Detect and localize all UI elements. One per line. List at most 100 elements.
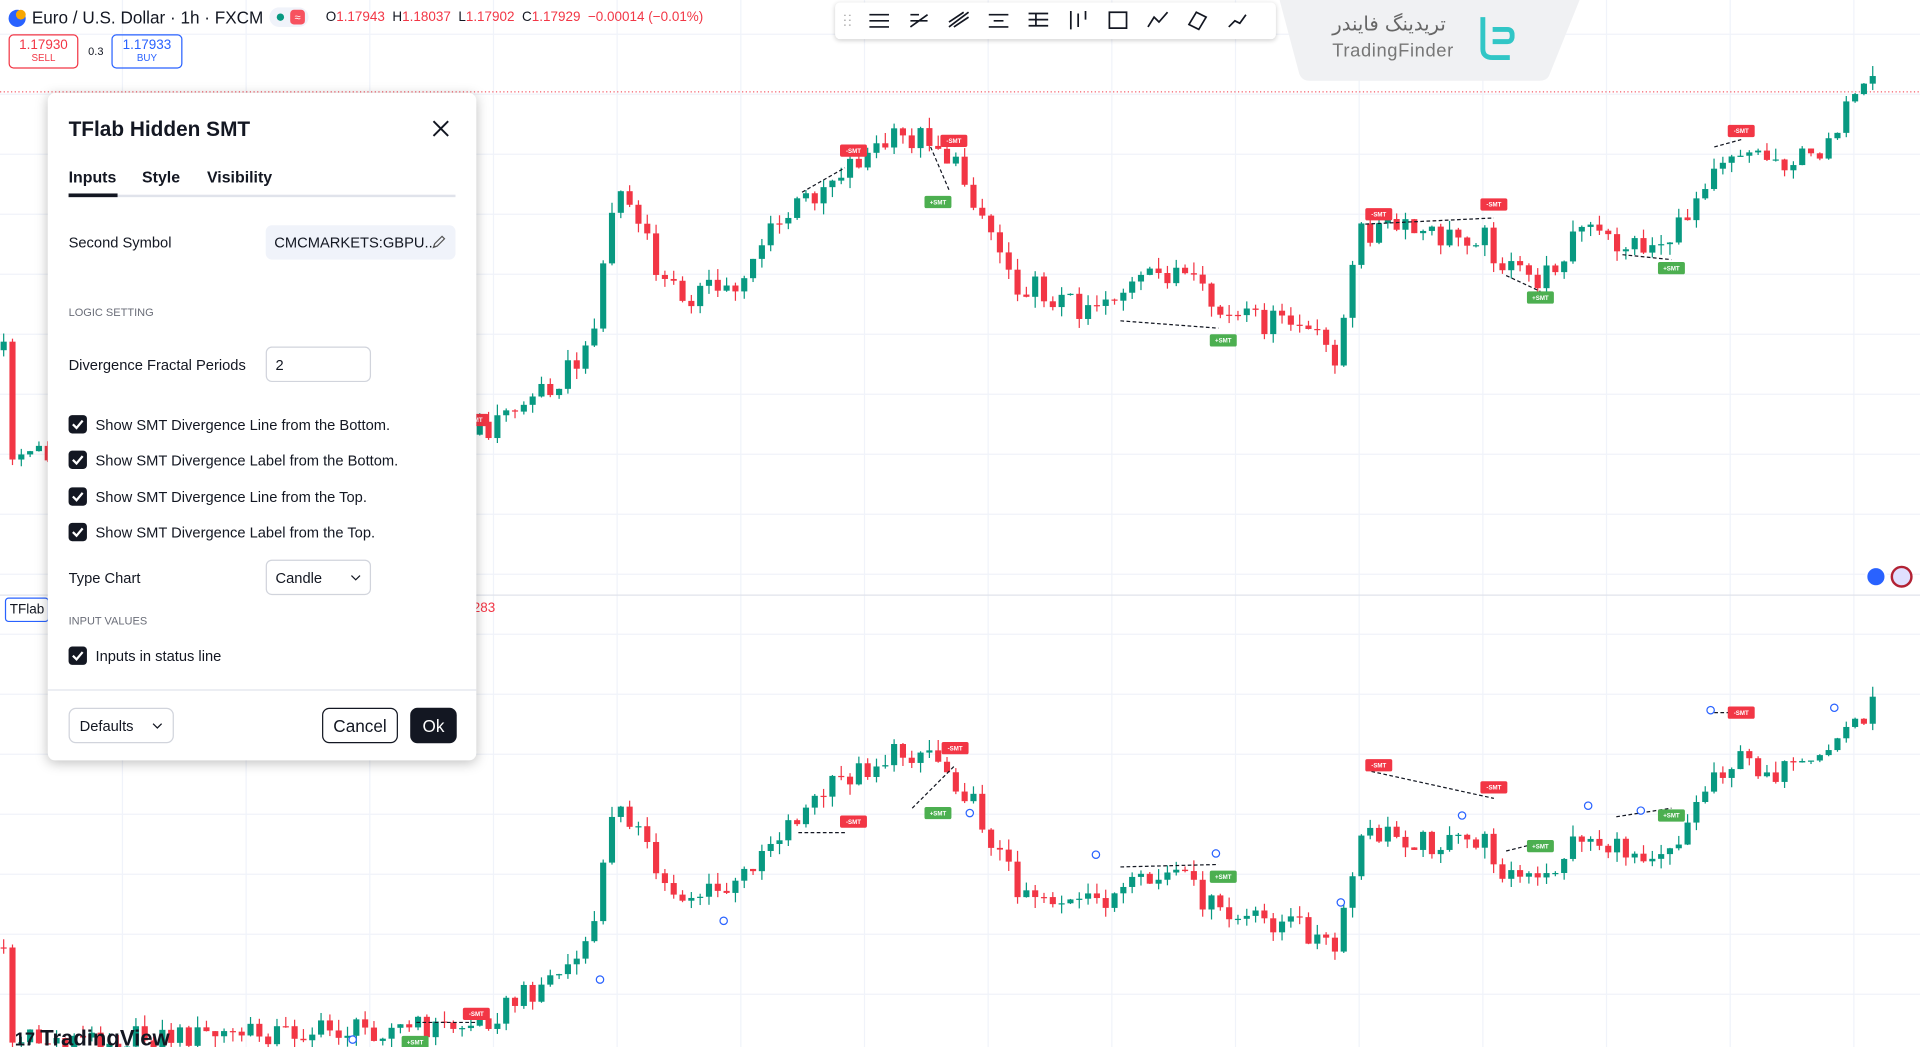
candle-body (247, 1023, 254, 1036)
cancel-button[interactable]: Cancel (322, 707, 398, 744)
smt-badge (924, 195, 952, 209)
edit-icon (432, 235, 446, 249)
candle-body (1719, 162, 1726, 169)
candle-body (71, 1035, 78, 1047)
checkbox-label: Show SMT Divergence Label from the Top. (95, 524, 376, 542)
candle-body (829, 775, 836, 797)
candle-body (1032, 890, 1039, 898)
divergence-line (1365, 217, 1494, 225)
candle-body (1384, 219, 1391, 224)
candle-body (626, 191, 633, 205)
tab[interactable]: Visibility (206, 167, 273, 187)
candle-body (1464, 834, 1471, 840)
candle-body (1825, 138, 1832, 159)
fractal-marker (719, 916, 728, 926)
candle-body (917, 752, 924, 763)
candle-body (397, 1024, 404, 1028)
checkbox[interactable] (68, 415, 87, 434)
candle-body (1155, 879, 1162, 884)
candle-body (1234, 314, 1242, 317)
checkbox-label: Show SMT Divergence Line from the Bottom… (95, 416, 391, 434)
status-pill[interactable]: ≈ (269, 7, 309, 27)
candle-body (1287, 315, 1294, 325)
candle-body (494, 1023, 501, 1029)
field-label: Second Symbol (68, 233, 172, 252)
candle-body (212, 1031, 219, 1037)
candle-body (1190, 273, 1197, 275)
candle-body (1261, 309, 1268, 335)
checkbox[interactable] (68, 451, 87, 470)
candle-body (335, 1030, 342, 1038)
candle-body (1834, 738, 1841, 751)
candle-body (1675, 844, 1682, 849)
candle-body (1375, 223, 1383, 243)
divergence-line (1622, 254, 1672, 261)
candle-body (943, 761, 951, 773)
candle-body (626, 806, 633, 827)
tool-icon (1228, 14, 1247, 28)
defaults-button[interactable]: Defaults (68, 707, 174, 744)
candle-body (1005, 849, 1012, 862)
spread: 0.3 (88, 45, 104, 58)
candle-body (353, 1019, 360, 1036)
indicator-name[interactable]: TFlab (4, 597, 50, 623)
select[interactable]: Candle (265, 559, 372, 596)
candle-body (1217, 306, 1224, 315)
sell-button[interactable]: 1.17930 SELL (8, 34, 79, 69)
candle-pane (0, 66, 1876, 471)
candle-body (1331, 344, 1339, 366)
candle-body (229, 1031, 236, 1033)
candle-body (1614, 838, 1621, 853)
candle-body (300, 1038, 307, 1041)
candle-body (1129, 876, 1136, 887)
candle-body (9, 947, 16, 1043)
candle-body (1596, 838, 1603, 846)
buy-button[interactable]: 1.17933 BUY (111, 34, 183, 69)
candle-body (97, 1032, 104, 1047)
candle-body (1816, 153, 1823, 159)
candle-body (600, 263, 607, 329)
candle-body (1684, 822, 1691, 845)
candle-body (1014, 861, 1021, 898)
ok-button[interactable]: Ok (410, 707, 457, 744)
symbol-field[interactable]: CMCMARKETS:GBPU... (265, 225, 456, 260)
candle-body (1517, 261, 1524, 266)
candle-body (1217, 895, 1224, 908)
fractal-marker (1336, 898, 1346, 907)
candle-body (1287, 916, 1294, 922)
candle-body (714, 883, 721, 891)
candle-body (1164, 273, 1171, 284)
smt-label: +SMT (1532, 843, 1549, 850)
candle-body (79, 1035, 87, 1038)
candle-body (1640, 853, 1647, 862)
candle-body (1384, 826, 1391, 842)
divergence-line (930, 146, 950, 191)
checkbox-label: Inputs in status line (95, 647, 222, 665)
candle-body (838, 775, 845, 778)
tab[interactable]: Inputs (68, 167, 117, 187)
candle-body (838, 177, 845, 181)
candle-body (18, 1042, 25, 1044)
fractal-marker (595, 975, 605, 984)
checkbox[interactable] (68, 487, 87, 506)
sell-label: SELL (31, 52, 56, 64)
candle-body (1137, 274, 1145, 282)
candle-body (1049, 301, 1056, 308)
candle-body (538, 383, 545, 397)
tab[interactable]: Style (142, 167, 181, 187)
candle-body (820, 187, 827, 204)
candle-body (864, 763, 871, 777)
candle-body (1763, 150, 1771, 160)
candle-body (829, 180, 836, 188)
candle-body (547, 383, 554, 396)
number-input[interactable]: 2 (265, 346, 372, 383)
checkbox[interactable] (68, 523, 87, 542)
candle-body (1561, 858, 1568, 873)
check-mark (72, 419, 84, 430)
checkbox[interactable] (68, 646, 87, 665)
smt-label: -SMT (946, 138, 961, 145)
divergence-line (1714, 139, 1742, 148)
candle-body (529, 396, 536, 405)
candle-body (1614, 234, 1621, 252)
close-button[interactable] (432, 120, 449, 137)
